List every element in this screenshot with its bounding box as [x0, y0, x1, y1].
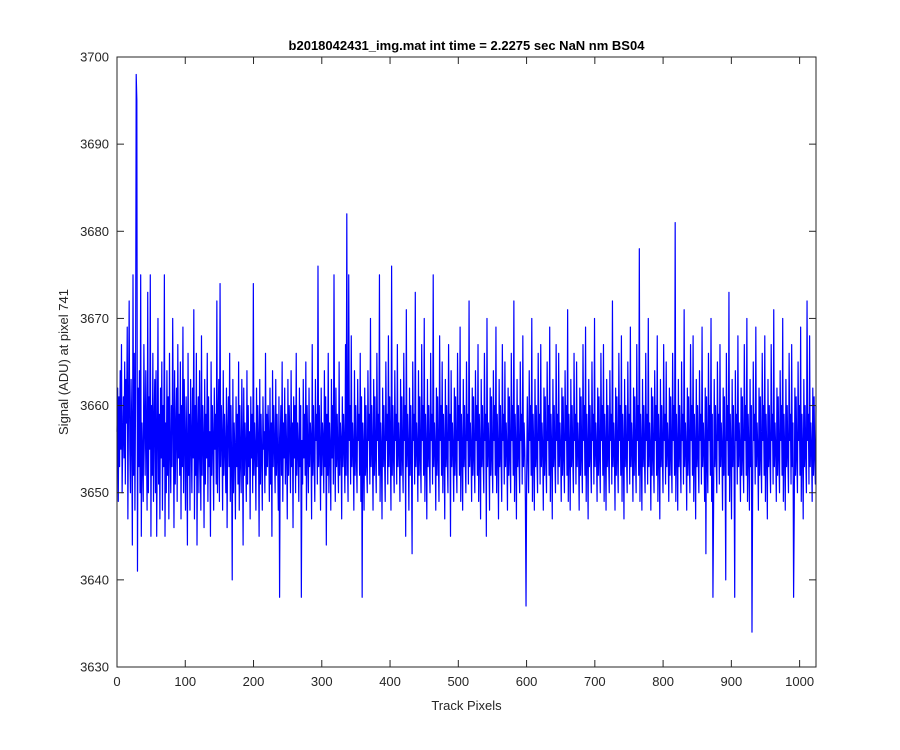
y-tick-label: 3680 — [80, 224, 109, 239]
y-tick-label: 3660 — [80, 398, 109, 413]
series-line-0 — [116, 73, 817, 633]
x-tick-label: 700 — [584, 674, 606, 689]
x-tick-label: 1000 — [785, 674, 814, 689]
y-axis-label: Signal (ADU) at pixel 741 — [56, 289, 71, 435]
ticks-layer: 0 100 200 300 400 500 600 700 800 900 1000 3630 3640… — [80, 50, 816, 689]
x-tick-label: 500 — [447, 674, 469, 689]
x-axis-label: Track Pixels — [431, 698, 502, 713]
y-tick-label: 3700 — [80, 50, 109, 65]
chart-title: b2018042431_img.mat int time = 2.2275 se… — [289, 38, 646, 53]
x-tick-label: 100 — [174, 674, 196, 689]
y-tick-label: 3690 — [80, 137, 109, 152]
x-tick-label: 400 — [379, 674, 401, 689]
x-tick-label: 800 — [652, 674, 674, 689]
x-tick-label: 900 — [721, 674, 743, 689]
x-tick-label: 300 — [311, 674, 333, 689]
axes-box — [116, 56, 817, 668]
x-tick-label: 200 — [243, 674, 265, 689]
y-tick-label: 3670 — [80, 311, 109, 326]
x-tick-label: 0 — [113, 674, 120, 689]
x-tick-label: 600 — [516, 674, 538, 689]
y-tick-label: 3650 — [80, 485, 109, 500]
y-tick-label: 3640 — [80, 572, 109, 587]
series-layer — [116, 73, 817, 633]
y-tick-label: 3630 — [80, 660, 109, 675]
